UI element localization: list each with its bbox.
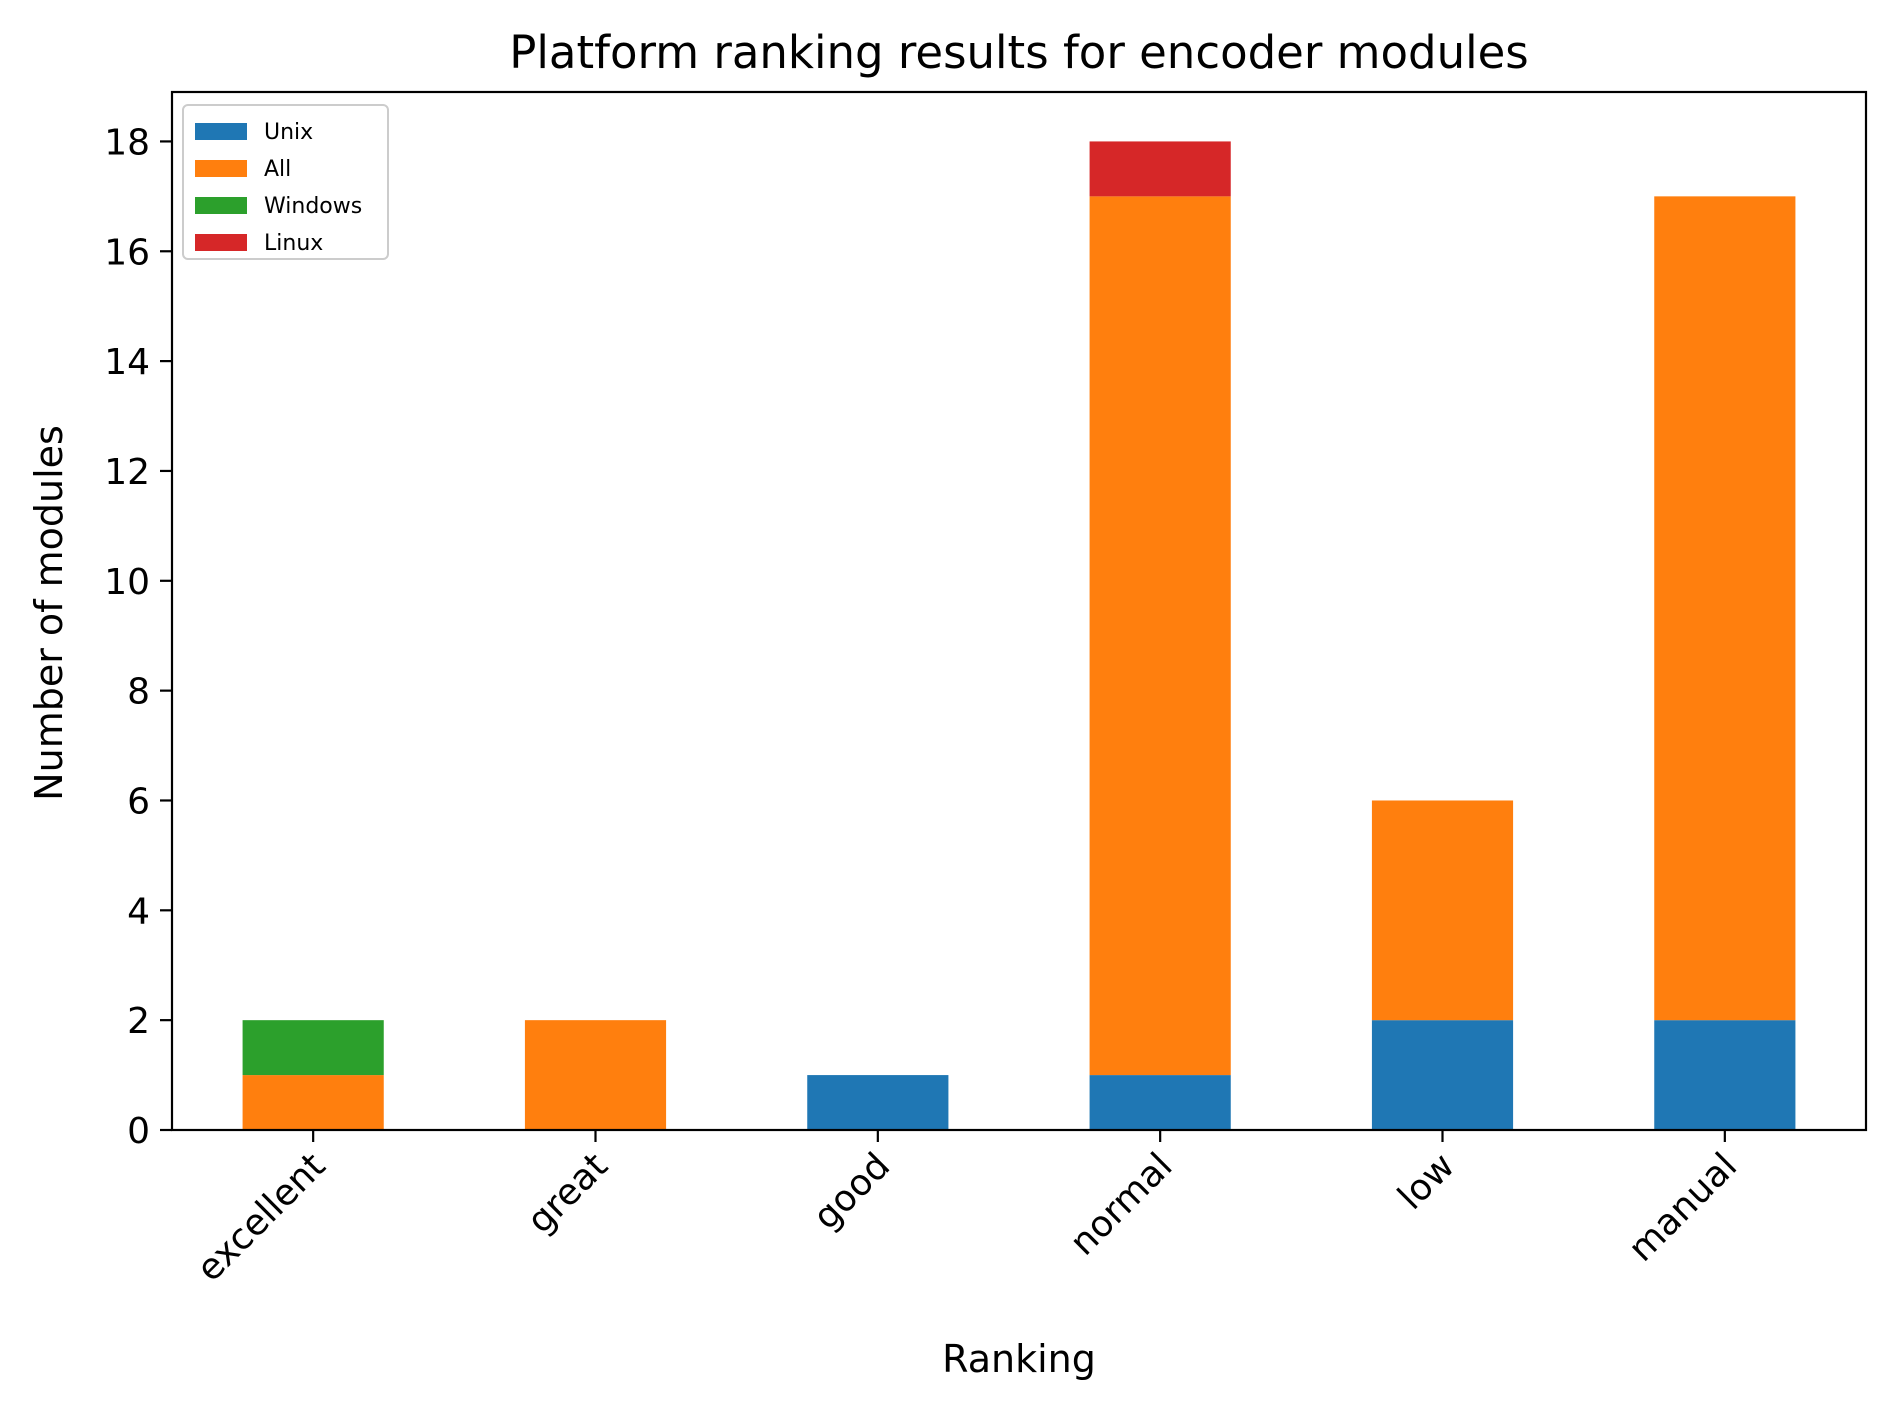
bar-all-normal xyxy=(1089,196,1231,1076)
legend-label-linux: Linux xyxy=(264,231,323,256)
bar-unix-low xyxy=(1371,1020,1514,1130)
y-tick-label: 14 xyxy=(104,342,150,383)
bar-unix-good xyxy=(807,1075,949,1130)
bar-unix-normal xyxy=(1089,1075,1231,1130)
bar-unix-manual xyxy=(1654,1020,1796,1130)
x-tick-label-great: great xyxy=(520,1145,616,1241)
legend-swatch-unix xyxy=(195,123,247,140)
y-tick-label: 6 xyxy=(127,781,150,822)
plot-frame xyxy=(170,90,1868,1132)
legend-swatch-all xyxy=(195,160,247,177)
y-tick-label: 12 xyxy=(104,452,150,493)
legend: Unix All Windows Linux xyxy=(182,104,389,260)
legend-label-unix: Unix xyxy=(264,120,313,145)
x-tick-label-manual: manual xyxy=(1621,1145,1745,1269)
x-tick-label-good: good xyxy=(806,1145,898,1237)
y-tick-label: 8 xyxy=(127,672,150,713)
bar-all-manual xyxy=(1654,196,1796,1021)
x-axis-label: Ranking xyxy=(942,1337,1096,1381)
y-tick-label: 10 xyxy=(104,562,150,603)
x-tick-label-normal: normal xyxy=(1062,1145,1180,1263)
x-tick-label-excellent: excellent xyxy=(189,1145,333,1289)
bar-all-low xyxy=(1371,800,1514,1021)
legend-label-windows: Windows xyxy=(264,194,362,219)
chart-title: Platform ranking results for encoder mod… xyxy=(509,26,1529,79)
legend-label-all: All xyxy=(264,157,291,182)
y-tick-label: 0 xyxy=(127,1111,150,1152)
bars-layer xyxy=(242,141,1796,1130)
bar-all-great xyxy=(524,1020,667,1130)
bar-windows-excellent xyxy=(242,1020,384,1076)
legend-swatch-windows xyxy=(195,197,247,214)
bar-all-excellent xyxy=(242,1075,384,1130)
bar-linux-normal xyxy=(1089,141,1231,197)
y-tick-label: 2 xyxy=(127,1001,150,1042)
x-tick-label-low: low xyxy=(1390,1145,1462,1217)
y-tick-label: 4 xyxy=(127,891,150,932)
legend-box xyxy=(182,104,389,260)
legend-swatch-linux xyxy=(195,234,247,251)
axes-layer xyxy=(170,90,1868,1132)
y-tick-label: 16 xyxy=(104,232,150,273)
y-tick-label: 18 xyxy=(104,122,150,163)
y-axis-label: Number of modules xyxy=(27,425,71,801)
